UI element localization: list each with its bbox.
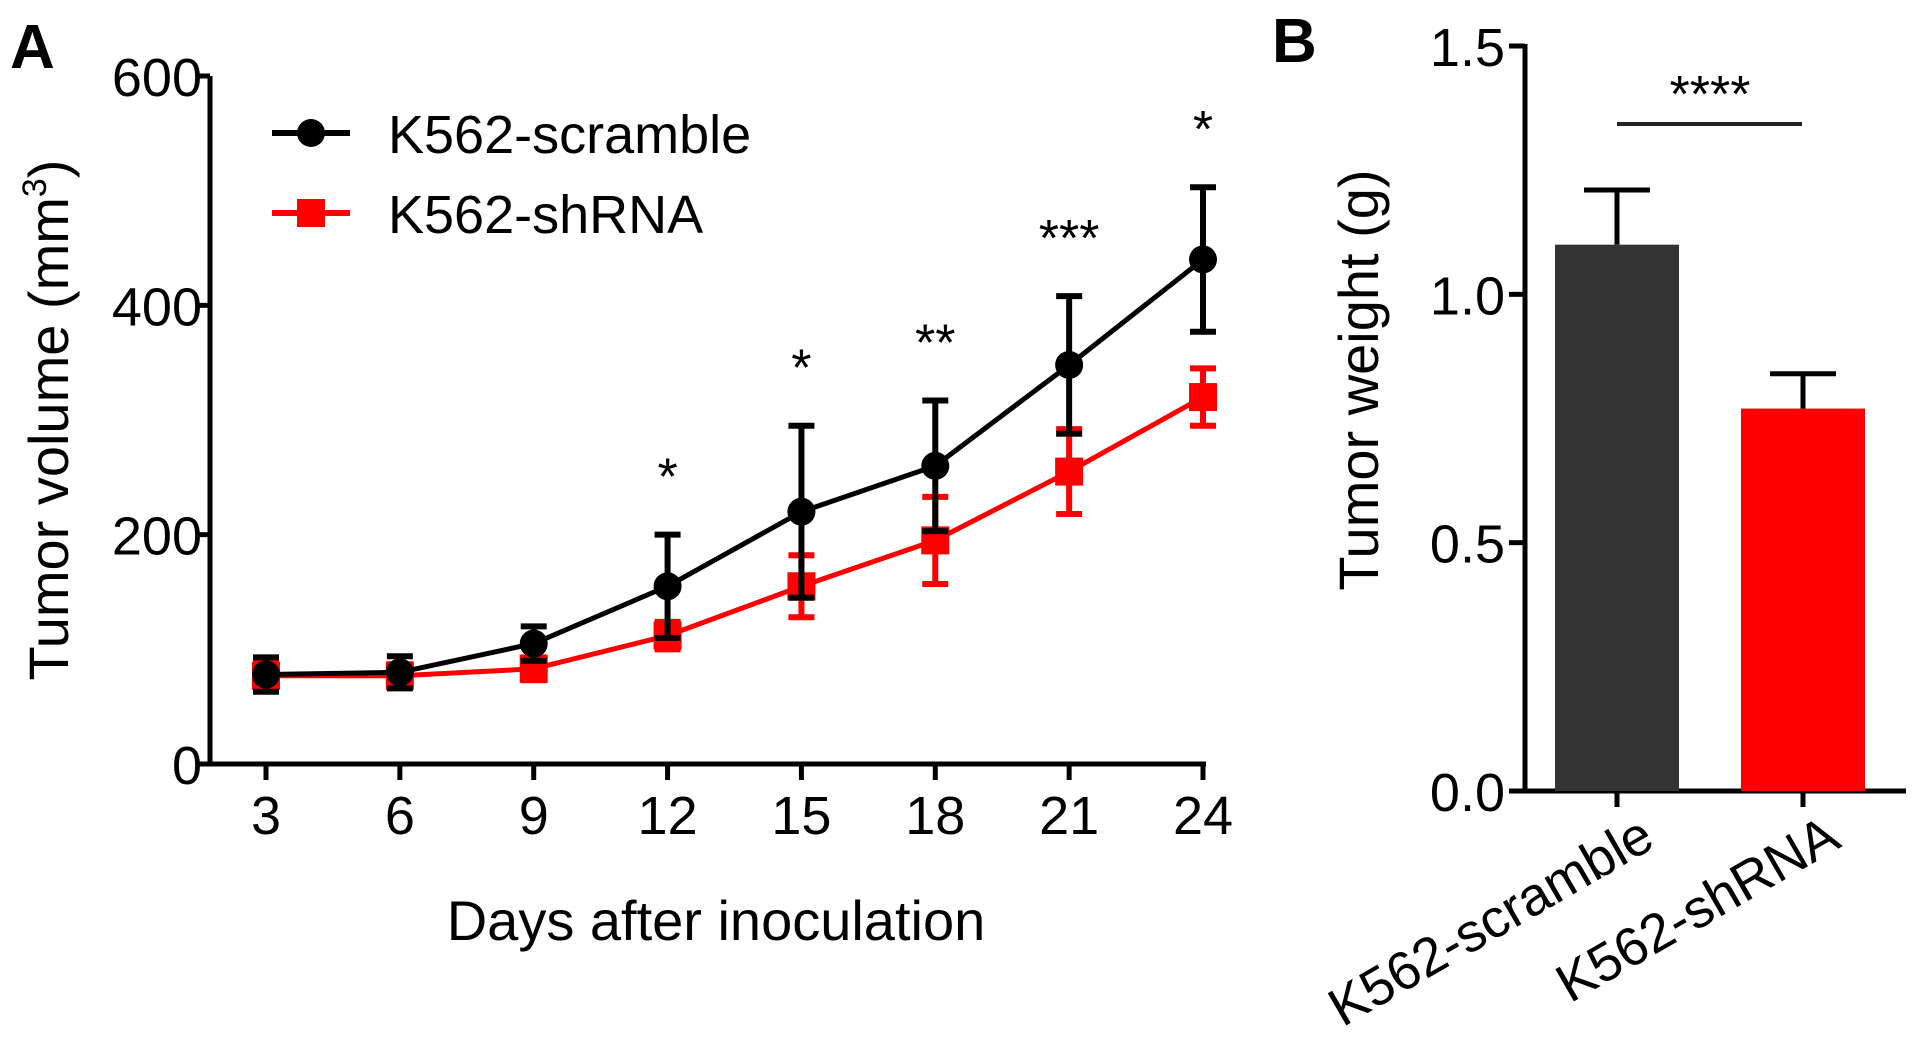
significance-stars: ** [915, 315, 955, 373]
series-line-K562-shRNA [266, 394, 1205, 679]
series-line-K562-scramble [265, 257, 1205, 678]
y-tick-label: 400 [112, 277, 202, 337]
data-point [787, 497, 816, 526]
y-tick-label: 1.5 [1430, 18, 1505, 78]
y-label-main: Tumor volume (mm [17, 197, 80, 680]
data-point [519, 629, 548, 658]
data-point [921, 451, 950, 480]
x-tick-label: 18 [905, 786, 965, 846]
x-tick-label: 6 [385, 786, 415, 846]
y-tick-label: 600 [112, 48, 202, 108]
significance-stars: **** [1670, 66, 1751, 124]
data-point [385, 658, 414, 687]
panel-a-y-axis-label: Tumor volume (mm3) [16, 160, 80, 681]
significance-stars: * [1193, 101, 1213, 159]
y-tick-label: 1.0 [1430, 266, 1505, 326]
data-point [1189, 383, 1217, 412]
x-tick-label: 12 [638, 786, 698, 846]
panel-a-x-axis-label: Days after inoculation [447, 889, 986, 952]
panel-label-a: A [10, 13, 55, 82]
y-tick-label: 0.0 [1430, 763, 1505, 823]
y-tick-label: 0 [172, 736, 202, 796]
panel-b-y-axis-label: Tumor weight (g) [1327, 169, 1390, 590]
x-tick-label: 3 [251, 786, 281, 846]
data-point [1189, 245, 1217, 274]
bar-K562-scramble [1555, 244, 1679, 791]
y-label-sup: 3 [16, 178, 54, 197]
x-tick-label: 21 [1039, 786, 1099, 846]
significance-stars: * [791, 340, 811, 398]
x-tick-label: K562-scramble [1318, 804, 1663, 1038]
significance-stars: *** [1039, 210, 1100, 268]
bar-K562-shRNA [1741, 408, 1865, 791]
data-point [1055, 350, 1084, 379]
data-point [653, 572, 682, 601]
x-tick-label: 24 [1173, 786, 1233, 846]
legend-label: K562-scramble [388, 105, 751, 165]
significance-stars: * [657, 449, 677, 507]
data-point [1055, 457, 1084, 486]
panel-label-b: B [1272, 7, 1317, 76]
x-tick-label: 9 [519, 786, 549, 846]
y-tick-label: 200 [112, 507, 202, 567]
legend-marker-square [297, 199, 325, 227]
y-tick-label: 0.5 [1430, 515, 1505, 575]
y-label-end: ) [17, 160, 80, 179]
legend-label: K562-shRNA [388, 185, 703, 245]
x-tick-label: 15 [771, 786, 831, 846]
data-point [252, 660, 280, 689]
legend-marker-circle [297, 119, 325, 147]
